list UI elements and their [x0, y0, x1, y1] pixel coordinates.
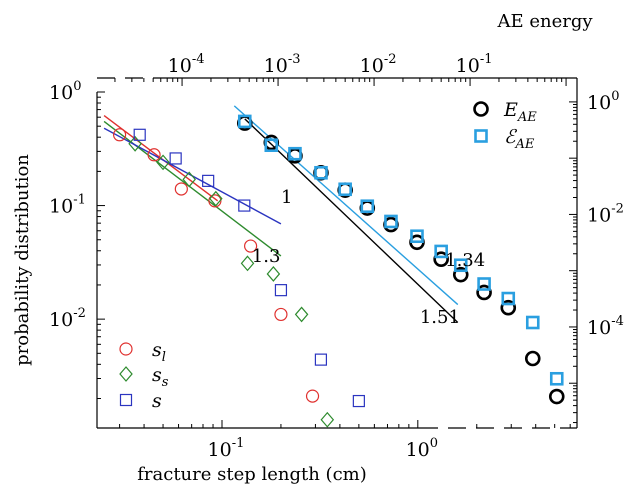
slope-label: 1	[281, 187, 292, 208]
data-point	[434, 244, 448, 259]
legend-label: ss	[152, 364, 169, 390]
data-point	[112, 128, 127, 142]
data-point	[238, 199, 251, 212]
legend-label: ℰAE	[504, 126, 535, 152]
legend-label-base: s	[152, 390, 162, 412]
top-x-tick-label: 10-3	[264, 52, 301, 77]
data-point	[240, 255, 255, 272]
axes-frame	[96, 77, 578, 429]
legend-marker	[474, 129, 488, 143]
legend-label-sub: l	[162, 350, 166, 365]
data-point	[410, 229, 424, 244]
slope-annotations: 1 1.3 1.34 1.51	[252, 187, 485, 328]
top-x-tick-label: 10-4	[168, 52, 205, 77]
data-point	[274, 307, 288, 322]
data-point	[352, 394, 365, 408]
legend-label-base: E	[503, 99, 518, 121]
data-point	[338, 182, 352, 197]
y-axis-label: probability distribution	[12, 154, 33, 366]
data-point	[128, 135, 142, 152]
x-tick-label: 10-1	[208, 436, 245, 461]
data-point	[501, 291, 516, 306]
legend-label-sub: s	[162, 375, 169, 390]
slope-label: 1.3	[252, 246, 281, 267]
data-point	[452, 266, 469, 283]
data-point	[202, 174, 215, 187]
data-point	[294, 306, 309, 323]
data-point	[549, 371, 564, 386]
tick-labels: 10-1 100 10-4 10-3 10-2 10-1 100 10-1 10-2 100 10-…	[49, 52, 624, 461]
data-point	[266, 266, 281, 282]
legend-marker	[473, 101, 489, 117]
data-point	[208, 194, 222, 208]
legend-label-base: s	[152, 364, 162, 386]
data-point	[305, 389, 320, 403]
data-point	[147, 148, 161, 162]
data-point	[314, 353, 328, 366]
legend-label-base: ℰ	[504, 126, 518, 148]
axis-labels: fracture step length (cm) probability di…	[12, 11, 593, 485]
data-point	[237, 114, 252, 129]
top-x-tick-label: 10-2	[360, 52, 397, 77]
data-point	[133, 128, 146, 141]
fit-line	[244, 118, 459, 324]
y-tick-label: 10-1	[49, 193, 86, 218]
data-point	[453, 258, 468, 273]
data-point	[288, 146, 302, 161]
data-point	[433, 251, 449, 268]
slope-label: 1.51	[420, 307, 460, 328]
legend-label-base: s	[152, 339, 162, 361]
data-point	[244, 239, 258, 253]
x-axis-label: fracture step length (cm)	[137, 464, 367, 485]
data-point	[182, 171, 196, 188]
data-points	[112, 114, 565, 428]
legend-label: EAE	[503, 99, 537, 125]
data-point	[525, 315, 540, 330]
right-y-tick-label: 10-4	[587, 314, 624, 339]
right-y-tick-label: 100	[587, 89, 619, 114]
x-tick-label: 100	[406, 436, 438, 461]
data-point	[384, 214, 398, 229]
legend-marker	[119, 342, 133, 356]
data-point	[209, 190, 223, 207]
y-tick-label: 10-2	[49, 306, 86, 331]
legend-label: sl	[152, 339, 166, 365]
top-axis-label: AE energy	[496, 11, 593, 32]
data-point	[500, 299, 517, 316]
data-point	[548, 388, 565, 405]
data-point	[314, 165, 328, 180]
legend-label-sub: AE	[515, 137, 535, 152]
data-point	[524, 350, 541, 367]
legend-marker	[119, 393, 133, 407]
data-point	[264, 138, 279, 153]
y-tick-label: 100	[49, 79, 81, 104]
slope-label: 1.34	[445, 250, 485, 271]
fit-lines	[103, 105, 459, 324]
data-point	[169, 152, 182, 165]
top-x-tick-label: 10-1	[456, 52, 493, 77]
data-point	[477, 277, 491, 291]
data-point	[174, 182, 188, 196]
right-y-tick-label: 10-2	[587, 201, 624, 226]
legend-label-sub: AE	[517, 110, 537, 125]
legend-marker	[119, 366, 133, 382]
data-point	[274, 284, 288, 297]
legend-label: s	[152, 390, 162, 412]
data-point	[476, 284, 492, 301]
data-point	[156, 154, 170, 171]
data-point	[360, 199, 375, 214]
data-point	[320, 411, 335, 428]
